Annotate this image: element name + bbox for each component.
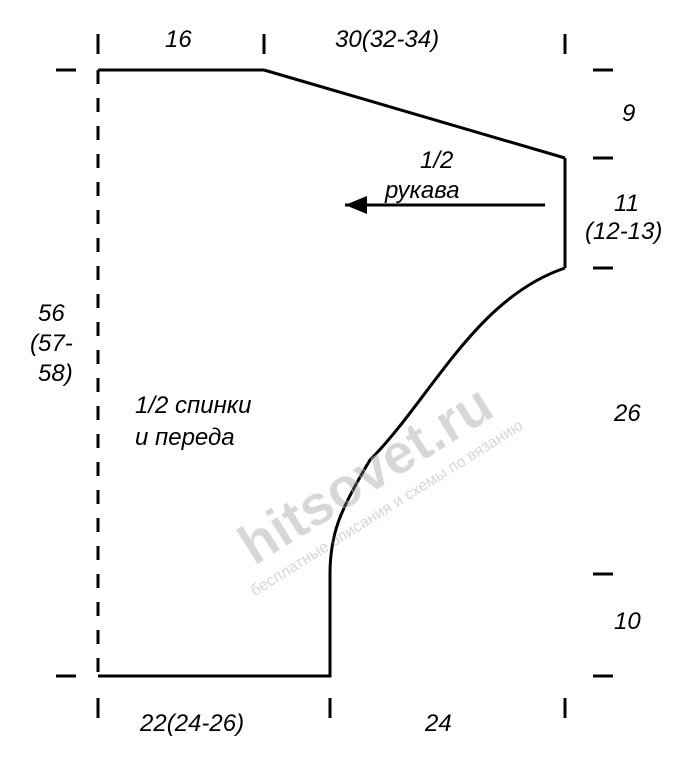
dim-bottom-left: 22(24-26) <box>140 710 244 738</box>
dim-top-right: 30(32-34) <box>335 26 439 54</box>
dim-left-c: 58) <box>38 360 73 388</box>
dim-right-2a: 11 <box>614 190 639 218</box>
dim-top-left: 16 <box>165 26 192 54</box>
dim-right-2b: (12-13) <box>585 218 662 246</box>
schematic-diagram <box>0 0 700 775</box>
label-sleeve-b: рукава <box>385 175 460 206</box>
label-body-b: и переда <box>135 422 235 453</box>
label-body-a: 1/2 спинки <box>135 390 251 421</box>
label-sleeve-a: 1/2 <box>420 145 453 176</box>
dim-right-4: 10 <box>614 608 641 636</box>
dim-right-3: 26 <box>614 400 641 428</box>
dim-bottom-right: 24 <box>425 710 452 738</box>
dim-right-1: 9 <box>622 100 635 128</box>
dim-left-b: (57- <box>30 330 73 358</box>
dim-left-a: 56 <box>38 300 65 328</box>
